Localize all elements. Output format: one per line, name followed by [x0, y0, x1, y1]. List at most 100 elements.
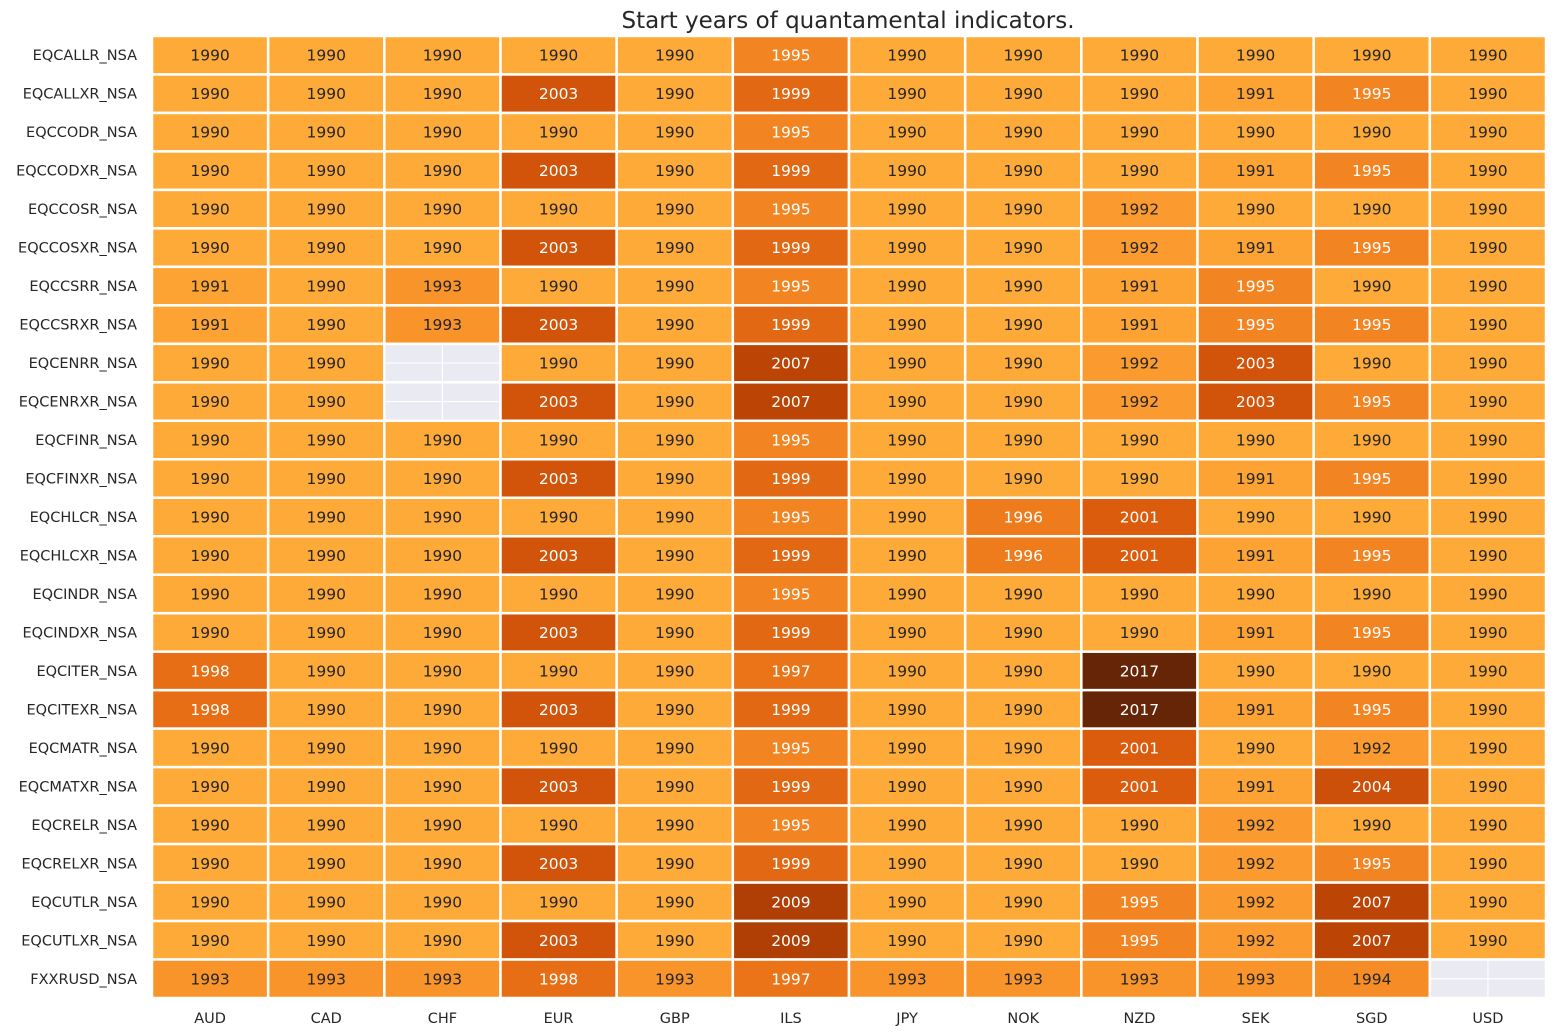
row-label: EQCITEXR_NSA [27, 702, 138, 718]
heatmap-cell-label: 1995 [771, 509, 810, 527]
heatmap-cell-label: 1995 [771, 739, 810, 757]
heatmap-cell-label: 1990 [655, 393, 694, 411]
heatmap-cell-label: 1990 [1468, 162, 1507, 180]
heatmap-cell-label: 2001 [1120, 547, 1159, 565]
heatmap-cell-label: 1996 [1004, 509, 1043, 527]
heatmap-cell-label: 1990 [1352, 585, 1391, 603]
heatmap-cell-label: 1990 [307, 316, 346, 334]
heatmap-cell-label: 1995 [1352, 316, 1391, 334]
heatmap-cell-label: 1990 [655, 432, 694, 450]
heatmap-cell-label: 1991 [1236, 701, 1275, 719]
row-label: EQCCODR_NSA [26, 125, 137, 141]
heatmap-cell-label: 1991 [1236, 778, 1275, 796]
heatmap-cell [266, 842, 386, 884]
heatmap-cell-label: 1990 [190, 393, 229, 411]
heatmap-cell-label: 1990 [190, 585, 229, 603]
heatmap-cell-label: 1990 [423, 701, 462, 719]
heatmap-cell [847, 804, 967, 846]
heatmap-cell-label: 1990 [423, 816, 462, 834]
heatmap-cell-label: 1999 [771, 316, 810, 334]
heatmap-cell [847, 111, 967, 153]
heatmap-cell-label: 2007 [771, 355, 810, 373]
heatmap-cell-label: 1995 [1352, 239, 1391, 257]
heatmap-cell-label: 1990 [1004, 239, 1043, 257]
heatmap-cell [1080, 727, 1199, 769]
heatmap-cell [847, 381, 967, 423]
heatmap-cell-label: 1990 [1004, 778, 1043, 796]
heatmap-cell-label: 1990 [1468, 855, 1507, 873]
heatmap-cell [1080, 458, 1199, 500]
heatmap-cell-label: 1999 [771, 239, 810, 257]
heatmap-cell-label: 1990 [190, 239, 229, 257]
heatmap-cell-label: 1990 [1004, 201, 1043, 219]
heatmap-cell [150, 342, 270, 384]
heatmap-cell-label: 1990 [190, 162, 229, 180]
heatmap-cell [731, 611, 851, 653]
heatmap-cell [150, 842, 270, 884]
heatmap-cell [266, 342, 386, 384]
row-label: EQCENRR_NSA [29, 356, 137, 372]
heatmap-cell-label: 1991 [190, 316, 229, 334]
heatmap-cell-label: 1990 [655, 85, 694, 103]
heatmap-cell-label: 1992 [1352, 739, 1391, 757]
heatmap-cell-label: 2003 [1236, 355, 1275, 373]
heatmap-cell-label: 1990 [190, 124, 229, 142]
heatmap-cell-label: 1990 [887, 932, 926, 950]
heatmap-cell-label: 1995 [1352, 470, 1391, 488]
heatmap-cell-label: 1990 [1468, 624, 1507, 642]
heatmap-cell-label: 1990 [307, 509, 346, 527]
heatmap-cell [1080, 573, 1199, 615]
heatmap-cell [499, 227, 618, 269]
heatmap-cell-label: 1990 [307, 893, 346, 911]
heatmap-cell-label: 1990 [655, 662, 694, 680]
heatmap-cell-label: 1990 [307, 239, 346, 257]
row-label: EQCRELR_NSA [31, 818, 137, 834]
heatmap-cell-label: 1990 [190, 355, 229, 373]
heatmap-cell-label: 2001 [1120, 509, 1159, 527]
heatmap-cell [266, 265, 386, 307]
heatmap-cell [731, 458, 851, 500]
heatmap-cell-label: 1990 [1236, 739, 1275, 757]
heatmap-cell-label: 1995 [771, 816, 810, 834]
heatmap-cell-label: 2003 [539, 855, 578, 873]
heatmap-cell-label: 2003 [539, 239, 578, 257]
heatmap-cell [1428, 265, 1548, 307]
heatmap-cell [499, 804, 618, 846]
heatmap-cell-label: 1990 [1236, 662, 1275, 680]
heatmap-cell-label: 2003 [539, 470, 578, 488]
heatmap-cell [963, 34, 1083, 76]
column-label: USD [1472, 1011, 1503, 1027]
heatmap-cell [963, 496, 1083, 538]
heatmap-cell-label: 1990 [539, 893, 578, 911]
heatmap-cell-label: 1990 [1236, 509, 1275, 527]
heatmap-cell-label: 1990 [539, 47, 578, 65]
heatmap-cell-label: 1990 [1352, 355, 1391, 373]
heatmap-cell [266, 611, 386, 653]
heatmap-cell-label: 1990 [1352, 662, 1391, 680]
heatmap-cell-label: 1993 [307, 970, 346, 988]
heatmap-cell-label: 1990 [1120, 624, 1159, 642]
heatmap-cell [615, 73, 735, 115]
heatmap-cell-label: 1990 [1120, 855, 1159, 873]
row-label: EQCCODXR_NSA [16, 164, 137, 180]
heatmap-cell-label: 2003 [539, 85, 578, 103]
heatmap-cell-label: 1990 [655, 239, 694, 257]
heatmap-cell [615, 304, 735, 346]
heatmap-cell-label: 1990 [539, 816, 578, 834]
heatmap-cell-label: 1990 [307, 432, 346, 450]
heatmap-cell-label: 1990 [423, 509, 462, 527]
heatmap-cell [383, 265, 502, 307]
heatmap-cell-label: 1990 [1468, 701, 1507, 719]
row-label: EQCHLCR_NSA [30, 510, 137, 526]
row-label: EQCALLR_NSA [33, 48, 137, 64]
heatmap-cell-label: 1990 [655, 816, 694, 834]
heatmap-cell-label: 1998 [190, 701, 229, 719]
heatmap-cell-label: 1990 [1120, 47, 1159, 65]
heatmap-cell-label: 1990 [307, 547, 346, 565]
heatmap-cell [499, 381, 618, 423]
heatmap-cell-label: 1990 [887, 893, 926, 911]
heatmap-cell-label: 1993 [1236, 970, 1275, 988]
heatmap-cell-label: 1990 [887, 316, 926, 334]
heatmap-cell [1312, 188, 1432, 230]
